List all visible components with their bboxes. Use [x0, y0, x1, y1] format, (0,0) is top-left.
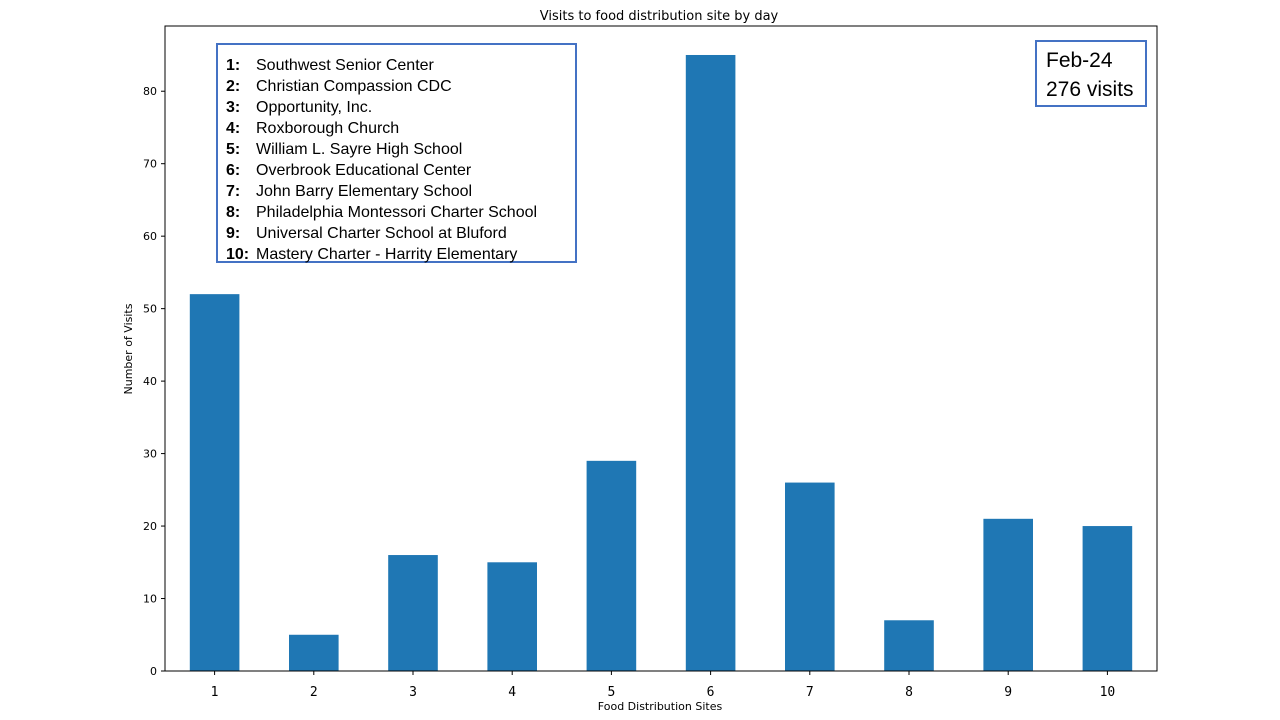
legend-item-number: 4:	[226, 120, 241, 137]
legend-item-number: 3:	[226, 99, 241, 116]
bar-site-3	[388, 555, 438, 671]
legend-item-number: 2:	[226, 78, 241, 95]
bar-site-1	[189, 294, 240, 671]
bar-site-4	[487, 562, 537, 671]
y-axis-label: Number of Visits	[122, 303, 135, 394]
x-tick-label: 4	[508, 685, 516, 700]
bar-site-9	[983, 518, 1033, 671]
legend-item-name: Christian Compassion CDC	[256, 78, 452, 95]
summary-month: Feb-24	[1046, 49, 1113, 72]
legend-item: 6: Overbrook Educational Center	[226, 160, 575, 181]
y-tick-label: 0	[150, 665, 157, 678]
legend-item: 9: Universal Charter School at Bluford	[226, 223, 575, 244]
plot-frame	[164, 25, 1158, 672]
x-tick-label: 9	[1004, 685, 1012, 700]
site-legend: 1: Southwest Senior Center 2: Christian Co…	[216, 43, 577, 263]
bars-group	[189, 54, 1133, 671]
legend-item: 10: Mastery Charter - Harrity Elementary	[226, 244, 575, 265]
legend-item-name: John Barry Elementary School	[256, 183, 473, 200]
legend-item: 8: Philadelphia Montessori Charter School	[226, 202, 575, 223]
legend-item-number: 7:	[226, 183, 241, 200]
legend-item-number: 1:	[226, 57, 241, 74]
bar-site-10	[1082, 526, 1133, 671]
legend-item-name: William L. Sayre High School	[256, 141, 463, 158]
bar-site-8	[884, 620, 934, 671]
x-tick-label: 8	[905, 685, 913, 700]
x-tick-label: 10	[1100, 685, 1116, 700]
x-axis: 1 2 3 4 5 6 7 8 9 10	[211, 671, 1116, 700]
legend-item: 5: William L. Sayre High School	[226, 139, 575, 160]
y-tick-label: 70	[143, 158, 157, 171]
x-tick-label: 2	[310, 685, 318, 700]
x-tick-label: 6	[707, 685, 715, 700]
y-tick-label: 20	[143, 520, 157, 533]
summary-box: Feb-24 276 visits	[1035, 40, 1147, 107]
x-tick-label: 3	[409, 685, 417, 700]
y-axis: 0 10 20 30 40 50 60 70 80	[143, 85, 165, 678]
y-tick-label: 60	[143, 230, 157, 243]
summary-visits: 276 visits	[1046, 78, 1134, 101]
legend-item-name: Overbrook Educational Center	[256, 162, 472, 179]
x-axis-label: Food Distribution Sites	[598, 700, 723, 713]
legend-item-name: Roxborough Church	[256, 120, 400, 137]
y-tick-label: 10	[143, 593, 157, 606]
y-tick-label: 30	[143, 448, 157, 461]
x-tick-label: 1	[211, 685, 219, 700]
legend-item-number: 9:	[226, 225, 241, 242]
bar-site-7	[785, 482, 835, 671]
legend-item: 2: Christian Compassion CDC	[226, 76, 575, 97]
y-tick-label: 40	[143, 375, 157, 388]
y-tick-label: 80	[143, 85, 157, 98]
bar-site-2	[289, 634, 339, 671]
legend-item-number: 10:	[226, 246, 250, 263]
legend-item-number: 8:	[226, 204, 241, 221]
chart-title: Visits to food distribution site by day	[540, 9, 779, 24]
legend-item: 7: John Barry Elementary School	[226, 181, 575, 202]
x-tick-label: 5	[607, 685, 615, 700]
legend-item-number: 6:	[226, 162, 241, 179]
bar-site-6	[685, 54, 736, 671]
legend-item-name: Opportunity, Inc.	[256, 99, 373, 116]
legend-item: 4: Roxborough Church	[226, 118, 575, 139]
legend-item: 3: Opportunity, Inc.	[226, 97, 575, 118]
legend-item: 1: Southwest Senior Center	[226, 55, 575, 76]
x-tick-label: 7	[806, 685, 814, 700]
bar-site-5	[586, 460, 637, 671]
legend-item-name: Universal Charter School at Bluford	[256, 225, 507, 242]
legend-item-number: 5:	[226, 141, 241, 158]
legend-item-name: Philadelphia Montessori Charter School	[256, 204, 538, 221]
legend-item-name: Mastery Charter - Harrity Elementary	[256, 246, 518, 263]
y-tick-label: 50	[143, 303, 157, 316]
legend-item-name: Southwest Senior Center	[256, 57, 434, 74]
